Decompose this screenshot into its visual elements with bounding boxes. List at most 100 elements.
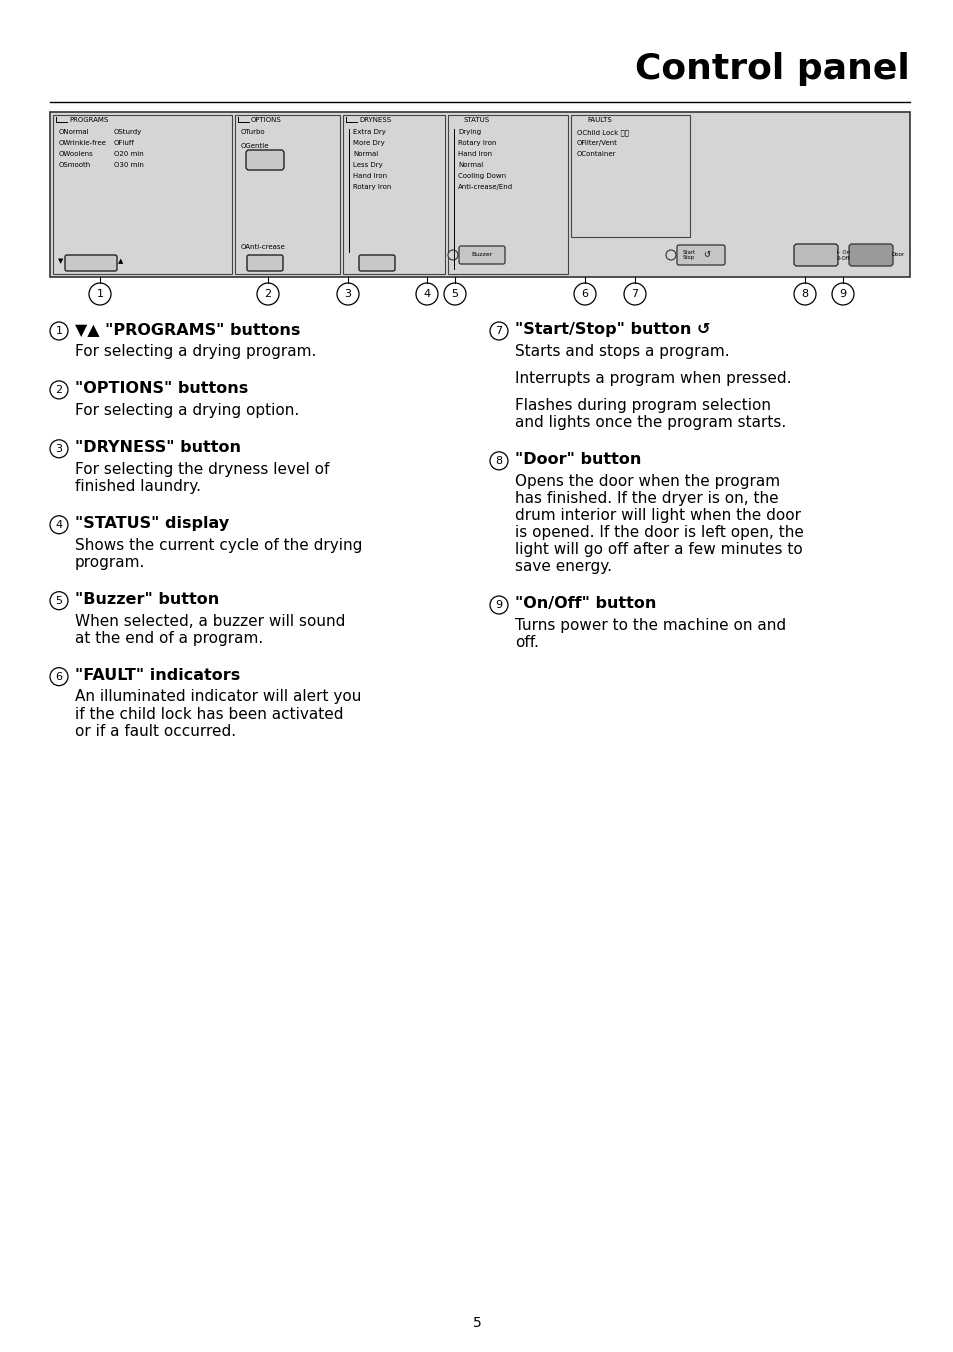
Text: 8: 8 [801,289,808,299]
Text: Control panel: Control panel [635,51,909,87]
Text: OPTIONS: OPTIONS [251,118,281,123]
Text: Anti-crease/End: Anti-crease/End [457,184,513,191]
Text: if the child lock has been activated: if the child lock has been activated [75,707,343,722]
Text: Rotary Iron: Rotary Iron [457,141,496,146]
Text: "Buzzer" button: "Buzzer" button [75,592,219,607]
Bar [53,115,232,274]
Text: light will go off after a few minutes to: light will go off after a few minutes to [515,542,801,557]
Text: and lights once the program starts.: and lights once the program starts. [515,415,785,430]
Text: Stop: Stop [682,256,695,261]
Circle shape [416,283,437,306]
Text: ▼: ▼ [58,258,64,264]
FancyBboxPatch shape [793,243,837,266]
Text: 6: 6 [55,672,63,681]
Text: 2: 2 [55,385,63,395]
Text: "FAULT" indicators: "FAULT" indicators [75,668,240,683]
Text: program.: program. [75,554,145,569]
Text: Extra Dry: Extra Dry [353,128,385,135]
Text: Normal: Normal [457,162,483,168]
Circle shape [50,322,68,339]
Text: An illuminated indicator will alert you: An illuminated indicator will alert you [75,690,361,704]
Text: OTurbo: OTurbo [241,128,265,135]
Text: save energy.: save energy. [515,558,612,575]
FancyBboxPatch shape [247,256,283,270]
Text: Less Dry: Less Dry [353,162,382,168]
Text: 1: 1 [55,326,63,337]
Bar [234,115,339,274]
Text: Drying: Drying [457,128,480,135]
Text: OContainer: OContainer [577,151,616,157]
Text: Cooling Down: Cooling Down [457,173,506,178]
FancyBboxPatch shape [677,245,724,265]
Circle shape [623,283,645,306]
FancyBboxPatch shape [65,256,117,270]
Text: OSturdy: OSturdy [113,128,142,135]
Circle shape [490,452,507,470]
Text: Door: Door [891,253,904,257]
Text: Rotary Iron: Rotary Iron [353,184,391,191]
Text: 4: 4 [423,289,430,299]
Text: 7: 7 [495,326,502,337]
Circle shape [490,322,507,339]
Circle shape [793,283,815,306]
Text: More Dry: More Dry [353,141,384,146]
Text: STATUS: STATUS [463,118,490,123]
Text: Turns power to the machine on and: Turns power to the machine on and [515,618,785,633]
Text: Starts and stops a program.: Starts and stops a program. [515,343,729,358]
Circle shape [50,381,68,399]
Text: 1: 1 [96,289,103,299]
Circle shape [336,283,358,306]
Text: 8: 8 [495,456,502,466]
Text: "STATUS" display: "STATUS" display [75,515,229,531]
Text: OFilter/Vent: OFilter/Vent [577,141,618,146]
Text: Interrupts a program when pressed.: Interrupts a program when pressed. [515,370,791,385]
Text: "Door" button: "Door" button [515,452,640,466]
Bar [343,115,444,274]
Text: For selecting a drying option.: For selecting a drying option. [75,403,299,418]
Text: finished laundry.: finished laundry. [75,479,201,493]
Text: 9: 9 [495,600,502,610]
Text: 4: 4 [55,519,63,530]
Bar [571,115,689,237]
Circle shape [665,250,676,260]
Text: 3: 3 [344,289,351,299]
Text: Normal: Normal [353,151,377,157]
Text: Start: Start [682,250,696,254]
Circle shape [256,283,278,306]
Text: 7: 7 [631,289,638,299]
Circle shape [89,283,111,306]
Text: DRYNESS: DRYNESS [358,118,391,123]
Bar [448,115,567,274]
Text: or if a fault occurred.: or if a fault occurred. [75,723,236,738]
Text: 5: 5 [451,289,458,299]
Text: When selected, a buzzer will sound: When selected, a buzzer will sound [75,614,345,629]
Text: OGentle: OGentle [241,143,269,149]
Circle shape [50,515,68,534]
Text: 5: 5 [472,1315,481,1330]
Circle shape [50,439,68,458]
Text: For selecting the dryness level of: For selecting the dryness level of [75,461,329,477]
Text: Hand Iron: Hand Iron [457,151,492,157]
Text: OWoolens: OWoolens [59,151,93,157]
Text: OWrinkle-free: OWrinkle-free [59,141,107,146]
Text: OChild Lock Ⓟⓒ: OChild Lock Ⓟⓒ [577,128,628,135]
Text: OFluff: OFluff [113,141,134,146]
Text: 5: 5 [55,596,63,606]
Text: Opens the door when the program: Opens the door when the program [515,473,780,488]
Circle shape [574,283,596,306]
Text: For selecting a drying program.: For selecting a drying program. [75,343,316,358]
Text: "Start/Stop" button ↺: "Start/Stop" button ↺ [515,322,710,337]
Text: OSmooth: OSmooth [59,162,91,168]
Text: 2: 2 [264,289,272,299]
FancyBboxPatch shape [358,256,395,270]
Circle shape [490,596,507,614]
Text: 6: 6 [581,289,588,299]
Text: OAnti-crease: OAnti-crease [241,243,286,250]
Text: Shows the current cycle of the drying: Shows the current cycle of the drying [75,538,362,553]
Bar [50,112,909,277]
Text: Flashes during program selection: Flashes during program selection [515,397,770,412]
Circle shape [50,668,68,685]
Text: 3: 3 [55,443,63,454]
Text: 9: 9 [839,289,845,299]
Text: Buzzer: Buzzer [471,253,492,257]
